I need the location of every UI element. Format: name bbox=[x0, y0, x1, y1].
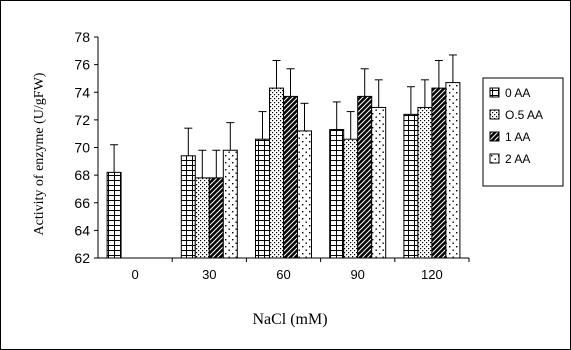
legend-label: 1 AA bbox=[505, 130, 530, 144]
x-tick-label: 90 bbox=[350, 267, 364, 282]
x-tick-label: 30 bbox=[202, 267, 216, 282]
y-tick-label: 62 bbox=[74, 250, 90, 266]
y-axis-title: Activity of enzyme (U/gFW) bbox=[32, 72, 47, 235]
x-tick-label: 0 bbox=[131, 267, 138, 282]
bar-o-5-aa bbox=[343, 138, 359, 259]
bar-0-aa bbox=[106, 171, 122, 259]
legend-swatch bbox=[489, 131, 500, 142]
bar-2-aa bbox=[222, 149, 238, 259]
bar-2-aa bbox=[371, 106, 387, 259]
y-tick-label: 72 bbox=[74, 112, 90, 128]
bar-o-5-aa bbox=[417, 106, 433, 259]
plot-area: 62 64 66 68 70 72 74 76 78 0 30 60 90 120 bbox=[74, 29, 470, 282]
legend-swatch bbox=[489, 153, 500, 164]
legend: 0 AA O.5 AA 1 AA 2 AA bbox=[482, 77, 564, 187]
bar-0-aa bbox=[255, 138, 270, 259]
bar-2-aa bbox=[297, 130, 312, 259]
bar-1-aa bbox=[208, 177, 224, 259]
bar-1-aa bbox=[431, 87, 447, 259]
legend-swatch bbox=[489, 87, 500, 98]
y-tick-label: 66 bbox=[74, 195, 90, 211]
y-tick-label: 70 bbox=[74, 140, 90, 156]
legend-label: O.5 AA bbox=[505, 108, 543, 122]
bar-o-5-aa bbox=[194, 177, 210, 259]
x-tick-label: 60 bbox=[276, 267, 290, 282]
bar-o-5-aa bbox=[269, 87, 284, 259]
y-tick-label: 78 bbox=[74, 29, 90, 45]
y-tick-label: 74 bbox=[74, 84, 90, 100]
bar-0-aa bbox=[329, 129, 345, 259]
x-tick-label: 120 bbox=[421, 267, 443, 282]
bar-1-aa bbox=[283, 95, 298, 259]
bar-0-aa bbox=[180, 155, 196, 259]
y-tick-label: 68 bbox=[74, 167, 90, 183]
x-axis-title: NaCl (mM) bbox=[252, 311, 327, 328]
y-tick-label: 64 bbox=[74, 222, 90, 238]
bar-1-aa bbox=[357, 95, 373, 259]
bar-0-aa bbox=[403, 113, 419, 259]
y-tick-label: 76 bbox=[74, 57, 90, 73]
bar-2-aa bbox=[445, 82, 461, 259]
legend-swatch bbox=[489, 109, 500, 120]
legend-label: 0 AA bbox=[505, 86, 530, 100]
legend-label: 2 AA bbox=[505, 152, 530, 166]
